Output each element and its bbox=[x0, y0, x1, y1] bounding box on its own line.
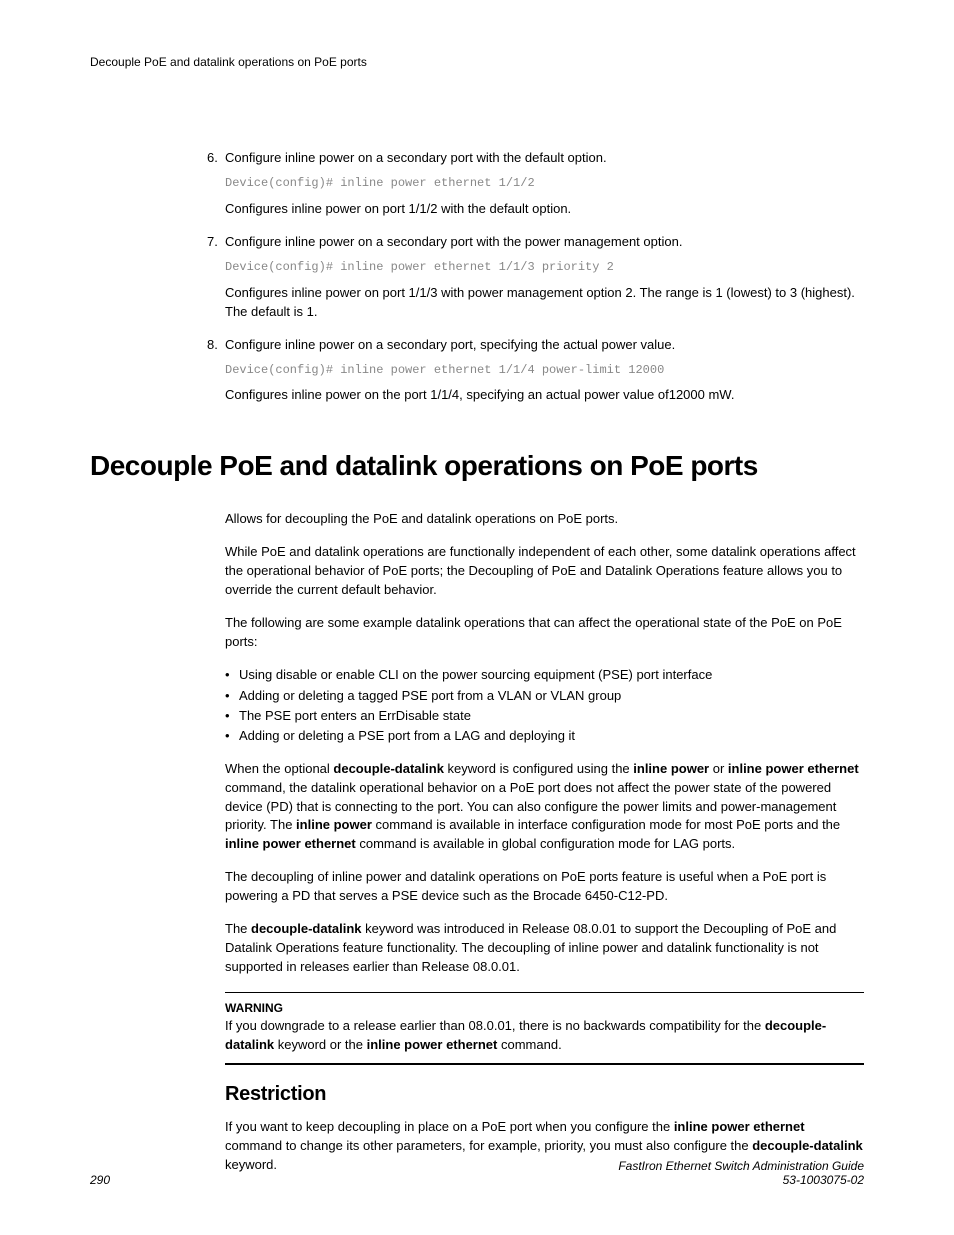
section-heading: Decouple PoE and datalink operations on … bbox=[90, 450, 864, 482]
steps-block: 6. Configure inline power on a secondary… bbox=[225, 149, 864, 405]
step-7: 7. Configure inline power on a secondary… bbox=[225, 233, 864, 251]
warning-text: If you downgrade to a release earlier th… bbox=[225, 1017, 864, 1055]
step-title: Configure inline power on a secondary po… bbox=[225, 337, 675, 352]
bold-term: inline power ethernet bbox=[225, 836, 356, 851]
text: If you downgrade to a release earlier th… bbox=[225, 1018, 765, 1033]
text: command. bbox=[497, 1037, 561, 1052]
bold-term: inline power ethernet bbox=[674, 1119, 805, 1134]
warning-block: WARNING If you downgrade to a release ea… bbox=[225, 992, 864, 1065]
text: or bbox=[709, 761, 728, 776]
step-number: 6. bbox=[207, 149, 225, 167]
list-item: The PSE port enters an ErrDisable state bbox=[225, 706, 864, 726]
page-number: 290 bbox=[90, 1173, 110, 1187]
step-title: Configure inline power on a secondary po… bbox=[225, 150, 607, 165]
page-footer: 290 FastIron Ethernet Switch Administrat… bbox=[90, 1159, 864, 1187]
bold-term: decouple-datalink bbox=[251, 921, 362, 936]
footer-right: FastIron Ethernet Switch Administration … bbox=[618, 1159, 864, 1187]
text: When the optional bbox=[225, 761, 333, 776]
text: command is available in interface config… bbox=[372, 817, 840, 832]
guide-title: FastIron Ethernet Switch Administration … bbox=[618, 1159, 864, 1173]
text: command to change its other parameters, … bbox=[225, 1138, 752, 1153]
text: The bbox=[225, 921, 251, 936]
bold-term: inline power bbox=[633, 761, 709, 776]
text: command is available in global configura… bbox=[356, 836, 735, 851]
paragraph: When the optional decouple-datalink keyw… bbox=[225, 760, 864, 854]
code-block: Device(config)# inline power ethernet 1/… bbox=[225, 362, 864, 379]
paragraph: The decoupling of inline power and datal… bbox=[225, 868, 864, 906]
bold-term: decouple-datalink bbox=[333, 761, 444, 776]
intro-para: Allows for decoupling the PoE and datali… bbox=[225, 510, 864, 529]
bold-term: inline power bbox=[296, 817, 372, 832]
step-number: 7. bbox=[207, 233, 225, 251]
warning-title: WARNING bbox=[225, 1001, 864, 1015]
bold-term: inline power ethernet bbox=[367, 1037, 498, 1052]
bullet-list: Using disable or enable CLI on the power… bbox=[225, 665, 864, 746]
running-header: Decouple PoE and datalink operations on … bbox=[90, 55, 864, 69]
doc-number: 53-1003075-02 bbox=[618, 1173, 864, 1187]
bold-term: decouple-datalink bbox=[752, 1138, 863, 1153]
paragraph: The decouple-datalink keyword was introd… bbox=[225, 920, 864, 977]
text: If you want to keep decoupling in place … bbox=[225, 1119, 674, 1134]
step-desc: Configures inline power on port 1/1/3 wi… bbox=[225, 284, 864, 322]
list-item: Adding or deleting a tagged PSE port fro… bbox=[225, 686, 864, 706]
step-6: 6. Configure inline power on a secondary… bbox=[225, 149, 864, 167]
restriction-heading: Restriction bbox=[225, 1083, 864, 1106]
step-desc: Configures inline power on the port 1/1/… bbox=[225, 386, 864, 405]
step-8: 8. Configure inline power on a secondary… bbox=[225, 336, 864, 354]
step-desc: Configures inline power on port 1/1/2 wi… bbox=[225, 200, 864, 219]
text: keyword or the bbox=[274, 1037, 367, 1052]
text: keyword is configured using the bbox=[444, 761, 633, 776]
section-body: Allows for decoupling the PoE and datali… bbox=[225, 510, 864, 1174]
step-title: Configure inline power on a secondary po… bbox=[225, 234, 682, 249]
code-block: Device(config)# inline power ethernet 1/… bbox=[225, 259, 864, 276]
step-number: 8. bbox=[207, 336, 225, 354]
list-item: Using disable or enable CLI on the power… bbox=[225, 665, 864, 685]
code-block: Device(config)# inline power ethernet 1/… bbox=[225, 175, 864, 192]
bold-term: inline power ethernet bbox=[728, 761, 859, 776]
paragraph: While PoE and datalink operations are fu… bbox=[225, 543, 864, 600]
paragraph: The following are some example datalink … bbox=[225, 614, 864, 652]
list-item: Adding or deleting a PSE port from a LAG… bbox=[225, 726, 864, 746]
